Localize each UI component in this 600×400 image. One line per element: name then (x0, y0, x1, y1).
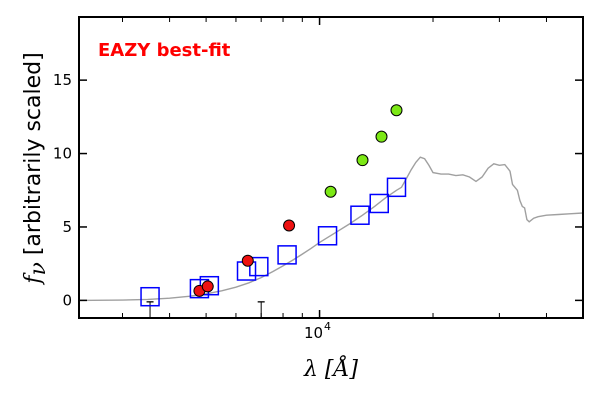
y-tick-label-3: 15 (53, 71, 72, 89)
best-fit-annotation: EAZY best-fit (98, 40, 231, 61)
x-axis-label-unit: Å (331, 354, 350, 382)
y-tick-label-0: 0 (62, 291, 72, 309)
observed-green-point-1 (356, 154, 369, 167)
model-photometry-layer (140, 177, 407, 307)
observed-green-point-0 (324, 185, 337, 198)
model-photometry-square-8 (369, 193, 389, 214)
template-layer (79, 156, 583, 302)
observed-red-point-1 (201, 280, 214, 293)
observed-photometry-layer (193, 104, 403, 297)
model-photometry-square-6 (317, 226, 338, 246)
y-axis-label-sub: ν (26, 262, 51, 275)
x-axis-label: λ [Å] (303, 354, 358, 382)
model-photometry-square-9 (386, 177, 407, 198)
observed-green-point-3 (390, 104, 403, 117)
plot-frame (78, 16, 584, 319)
model-photometry-square-5 (277, 245, 297, 265)
template-spectrum-line (79, 156, 583, 302)
y-tick-label-2: 10 (53, 145, 72, 163)
observed-green-point-2 (375, 130, 388, 143)
x-tick-label-major: 10 (304, 324, 323, 342)
y-axis-label: fν [arbitrarily scaled] (21, 52, 51, 285)
model-photometry-square-0 (140, 286, 160, 307)
plot-area (79, 104, 583, 318)
model-photometry-square-4 (249, 256, 269, 277)
upper-limits-layer (146, 301, 265, 318)
observed-red-point-2 (241, 254, 254, 267)
x-tick-label-exponent: 4 (324, 320, 331, 333)
y-tick-label-1: 5 (62, 218, 72, 236)
x-axis-label-lambda: λ [ (303, 357, 334, 382)
y-axis-label-text: [arbitrarily scaled] (21, 52, 46, 262)
x-axis-label-close: ] (348, 357, 358, 382)
observed-red-point-3 (283, 219, 296, 232)
model-photometry-square-7 (350, 205, 370, 225)
